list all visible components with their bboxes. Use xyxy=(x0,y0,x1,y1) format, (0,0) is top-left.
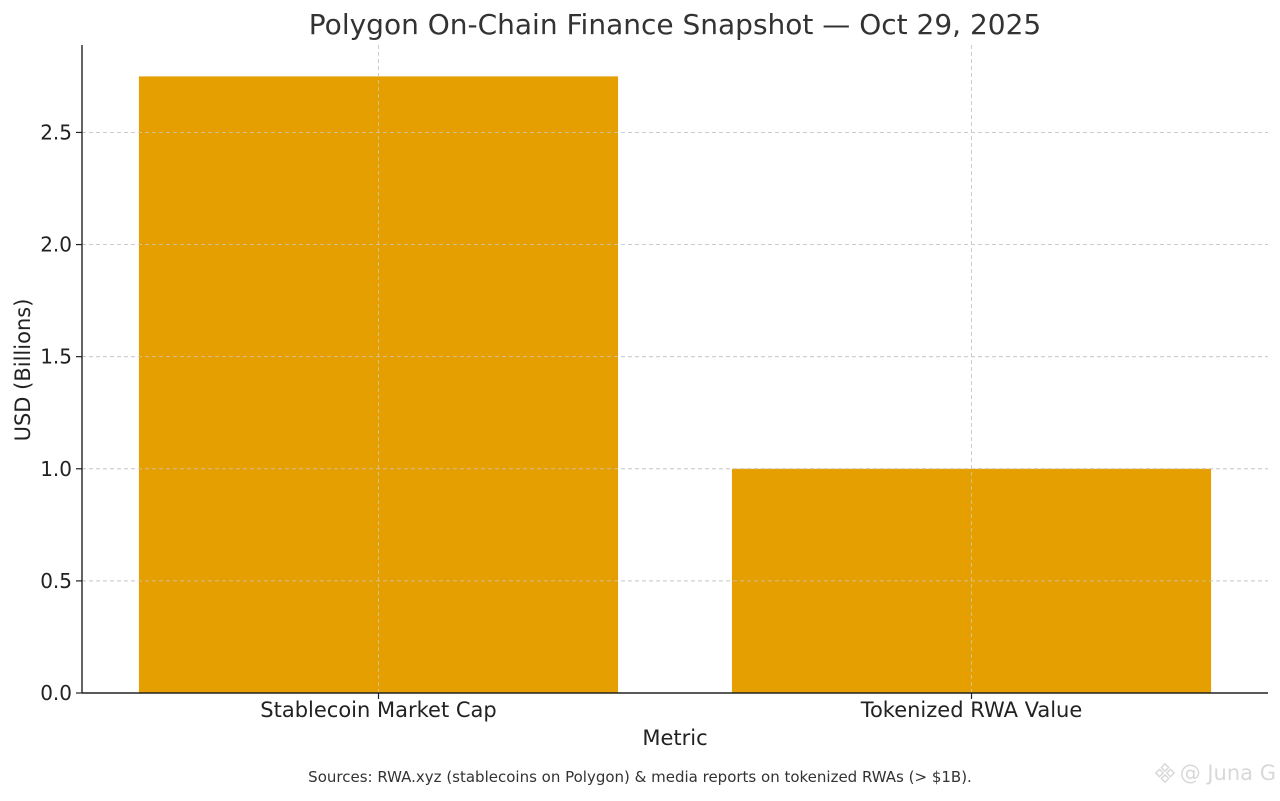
watermark-text: @ Juna G xyxy=(1179,761,1276,785)
y-tick-label: 2.5 xyxy=(40,120,72,144)
y-tick-label: 1.5 xyxy=(40,345,72,369)
y-axis-title: USD (Billions) xyxy=(11,299,35,442)
y-tick-label: 2.0 xyxy=(40,233,72,257)
watermark: @ Juna G xyxy=(1154,761,1276,785)
bars xyxy=(82,45,1268,694)
y-tick-label: 0.0 xyxy=(40,681,72,705)
x-axis-title: Metric xyxy=(642,726,707,750)
x-tick-label: Stablecoin Market Cap xyxy=(260,698,496,722)
axes xyxy=(76,45,1268,699)
source-note: Sources: RWA.xyz (stablecoins on Polygon… xyxy=(308,768,972,786)
y-tick-label: 0.5 xyxy=(40,569,72,593)
binance-logo-icon xyxy=(1154,762,1175,784)
bar-chart: Polygon On-Chain Finance Snapshot — Oct … xyxy=(11,8,1268,750)
chart-title: Polygon On-Chain Finance Snapshot — Oct … xyxy=(309,8,1041,41)
y-tick-label: 1.0 xyxy=(40,457,72,481)
x-tick-label: Tokenized RWA Value xyxy=(860,698,1083,722)
x-tick-labels: Stablecoin Market Cap Tokenized RWA Value xyxy=(260,698,1082,722)
y-tick-labels: 0.0 0.5 1.0 1.5 2.0 2.5 xyxy=(40,120,72,705)
